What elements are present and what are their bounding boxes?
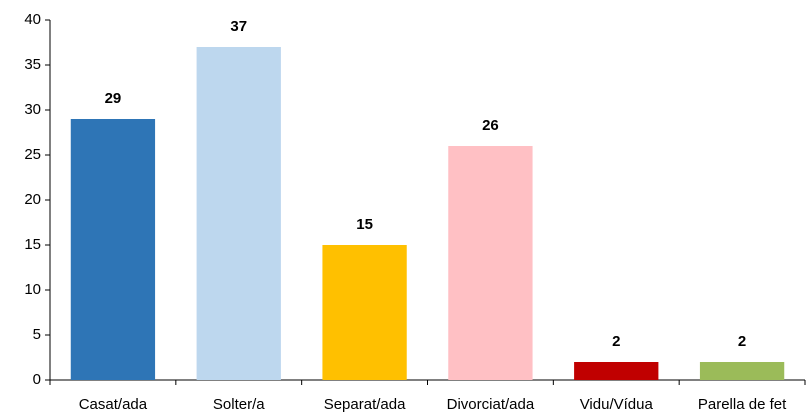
bar: [699, 362, 785, 380]
value-label: 2: [738, 333, 746, 350]
y-tick-label: 40: [24, 11, 41, 28]
x-tick-label: Vidu/Vídua: [580, 396, 654, 413]
value-label: 26: [482, 117, 499, 134]
x-tick-label: Casat/ada: [79, 396, 148, 413]
y-tick-label: 20: [24, 191, 41, 208]
bar: [196, 47, 281, 380]
value-label: 37: [230, 18, 247, 35]
x-tick-label: Solter/a: [213, 396, 265, 413]
value-label: 29: [105, 90, 122, 107]
y-tick-label: 30: [24, 101, 41, 118]
y-tick-label: 10: [24, 281, 41, 298]
y-tick-label: 25: [24, 146, 41, 163]
x-tick-label: Divorciat/ada: [447, 396, 535, 413]
value-label: 15: [356, 216, 373, 233]
y-tick-label: 35: [24, 56, 41, 73]
y-tick-label: 15: [24, 236, 41, 253]
bar: [448, 146, 533, 380]
bar: [574, 362, 659, 380]
bar: [322, 245, 407, 380]
bar: [70, 119, 156, 380]
x-tick-label: Parella de fet: [698, 396, 787, 413]
y-tick-label: 5: [33, 326, 41, 343]
x-tick-label: Separat/ada: [324, 396, 406, 413]
value-label: 2: [612, 333, 620, 350]
y-tick-label: 0: [33, 371, 41, 388]
